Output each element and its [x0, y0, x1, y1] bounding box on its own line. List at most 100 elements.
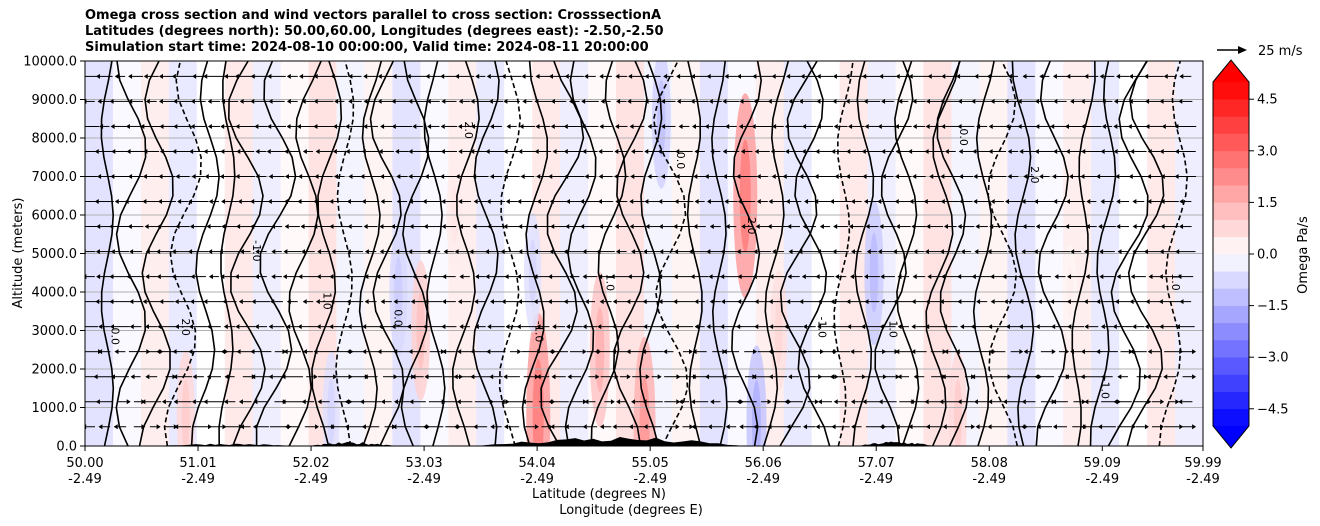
wind-vector-head: [270, 299, 275, 305]
wind-vector-head: [582, 274, 587, 280]
contour-zero: [218, 61, 236, 446]
wind-vector-head: [313, 123, 318, 129]
wind-vector-head: [675, 174, 680, 179]
wind-vector-head: [440, 399, 445, 405]
wind-vector-head: [486, 349, 491, 355]
colorbar-level: [1213, 254, 1249, 272]
wind-vector-head: [346, 349, 351, 355]
wind-vector-head: [458, 199, 463, 205]
wind-vector-head: [971, 424, 976, 430]
wind-vector-head: [627, 98, 632, 104]
wind-vector-head: [458, 98, 463, 104]
wind-vector-head: [958, 148, 963, 154]
wind-vector-head: [442, 274, 447, 280]
wind-vector-head: [281, 399, 286, 405]
wind-vector-head: [188, 199, 193, 205]
wind-vector-head: [847, 324, 852, 330]
wind-vector-head: [564, 424, 569, 430]
contour-zero: [612, 61, 648, 446]
wind-vector-head: [1034, 98, 1039, 104]
terrain-ridge: [476, 437, 746, 446]
wind-vector-head: [1177, 274, 1182, 280]
wind-vector-head: [190, 123, 195, 129]
wind-vector-head: [895, 73, 900, 79]
wind-vector-head: [1132, 249, 1137, 255]
wind-vector-head: [725, 424, 730, 430]
wind-vector-head: [644, 148, 649, 154]
wind-vector-head: [191, 399, 196, 405]
wind-vector-head: [600, 98, 605, 104]
wind-vector-head: [345, 274, 350, 280]
wind-vector-head: [643, 324, 648, 330]
wind-vector-head: [406, 73, 411, 79]
wind-vector-head: [364, 249, 369, 255]
wind-vector-head: [599, 123, 604, 129]
wind-vector-head: [864, 299, 869, 305]
wind-vector-head: [752, 274, 757, 280]
wind-vector-head: [1132, 224, 1137, 230]
wind-vector-head: [142, 199, 147, 205]
wind-vector-head: [521, 399, 526, 405]
wind-vector-head: [1179, 73, 1184, 79]
wind-vector-head: [85, 424, 87, 430]
wind-vector-head: [722, 148, 727, 154]
wind-vector-head: [817, 299, 822, 305]
wind-vector-head: [391, 98, 396, 104]
wind-vector-head: [739, 424, 744, 430]
wind-vector-head: [109, 274, 114, 280]
wind-vector-head: [1051, 324, 1056, 330]
contour-label: 0.0: [391, 309, 404, 327]
wind-vector-head: [283, 349, 288, 355]
wind-vector-head: [1096, 349, 1101, 355]
wind-vector-head: [255, 148, 260, 154]
wind-vector-head: [882, 349, 887, 355]
omega-feature-core: [751, 380, 761, 446]
wind-vector-head: [441, 324, 446, 330]
wind-vector-head: [988, 399, 993, 405]
wind-vector-head: [396, 199, 401, 205]
x-tick-label-lat: 58.08: [971, 456, 1008, 471]
wind-vector-head: [234, 274, 239, 280]
wind-vector-head: [1116, 199, 1121, 205]
contour-label: 0.0: [108, 327, 121, 345]
wind-vector-head: [563, 249, 568, 255]
wind-vector-head: [674, 249, 679, 255]
colorbar-tick-label: −1.5: [1257, 299, 1289, 314]
wind-vector-head: [911, 324, 916, 330]
omega-feature-core: [869, 232, 879, 313]
wind-vector-head: [973, 174, 978, 179]
omega-feature-core: [181, 379, 190, 446]
wind-vector-head: [271, 224, 276, 230]
wind-vector-head: [1179, 199, 1184, 205]
wind-vector-head: [551, 374, 556, 380]
wind-vector-head: [125, 123, 130, 129]
wind-vector-head: [644, 199, 649, 205]
wind-vector-head: [142, 174, 147, 179]
wind-vector-head: [913, 374, 918, 380]
wind-vector-head: [78, 224, 82, 229]
wind-vector-head: [188, 249, 193, 255]
wind-vector-head: [393, 399, 398, 405]
wind-vector-head: [675, 148, 680, 154]
wind-vector-head: [250, 98, 255, 104]
wind-vector-head: [987, 424, 992, 430]
vector-key-label: 25 m/s: [1258, 44, 1303, 59]
wind-vector-head: [459, 274, 464, 280]
wind-vector-head: [675, 424, 680, 430]
wind-vector-head: [1127, 123, 1132, 129]
wind-vector-head: [548, 399, 553, 405]
contour-zero: [311, 61, 343, 446]
wind-vector-head: [140, 123, 145, 129]
wind-vector-head: [78, 149, 82, 154]
wind-vector-head: [520, 174, 525, 179]
contour-zero: [894, 61, 920, 446]
wind-vector-head: [737, 199, 742, 205]
wind-vector-head: [220, 123, 225, 129]
contour-label: -1.0: [816, 317, 829, 338]
wind-vector-head: [253, 399, 258, 405]
wind-vector-head: [548, 274, 553, 280]
wind-vector-head: [1068, 174, 1073, 179]
wind-vector-head: [192, 374, 197, 380]
wind-vector-head: [1100, 324, 1105, 330]
wind-vector-head: [709, 224, 714, 230]
